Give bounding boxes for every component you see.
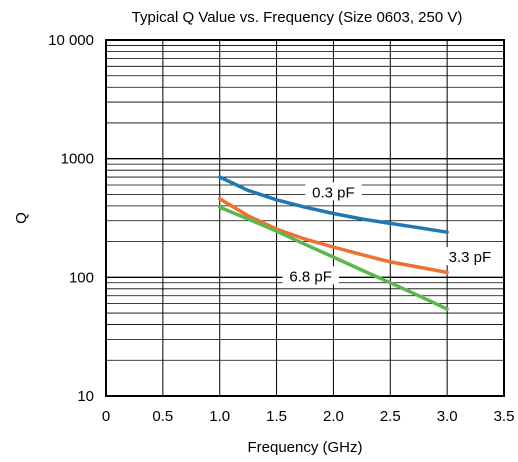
x-tick-label: 2.5 — [380, 408, 401, 425]
series-label: 3.3 pF — [449, 249, 492, 266]
tick-labels: 0 0.5 1.0 1.5 2.0 2.5 3.0 3.5 10 100 1000 10 000 — [48, 32, 514, 425]
series-label-bg — [441, 247, 499, 266]
x-tick-label: 0 — [102, 408, 110, 425]
series-layer — [217, 175, 449, 311]
x-tick-label: 3.5 — [494, 408, 515, 425]
x-tick-label: 1.0 — [209, 408, 230, 425]
series-line-3-3-pf — [217, 196, 449, 275]
series-line-6-8-pf — [217, 205, 449, 311]
y-tick-label: 1000 — [61, 151, 94, 168]
x-tick-label: 0.5 — [152, 408, 173, 425]
y-tick-label: 10 000 — [48, 32, 94, 49]
series-label: 6.8 pF — [289, 268, 332, 285]
y-axis-label: Q — [13, 212, 30, 224]
grid — [105, 40, 505, 397]
y-tick-label: 100 — [69, 269, 94, 286]
x-axis-label: Frequency (GHz) — [247, 439, 362, 456]
x-tick-label: 3.0 — [437, 408, 458, 425]
y-tick-label: 10 — [77, 388, 94, 405]
chart-title: Typical Q Value vs. Frequency (Size 0603… — [132, 9, 463, 26]
series-label-bg — [305, 182, 362, 201]
series-labels: 0.3 pF 3.3 pF 6.8 pF — [282, 182, 499, 285]
x-tick-label: 1.5 — [266, 408, 287, 425]
series-line-0-3-pf — [217, 175, 449, 234]
series-label: 0.3 pF — [312, 184, 355, 201]
x-tick-label: 2.0 — [323, 408, 344, 425]
series-label-bg — [282, 266, 339, 285]
plot-frame — [105, 39, 505, 397]
